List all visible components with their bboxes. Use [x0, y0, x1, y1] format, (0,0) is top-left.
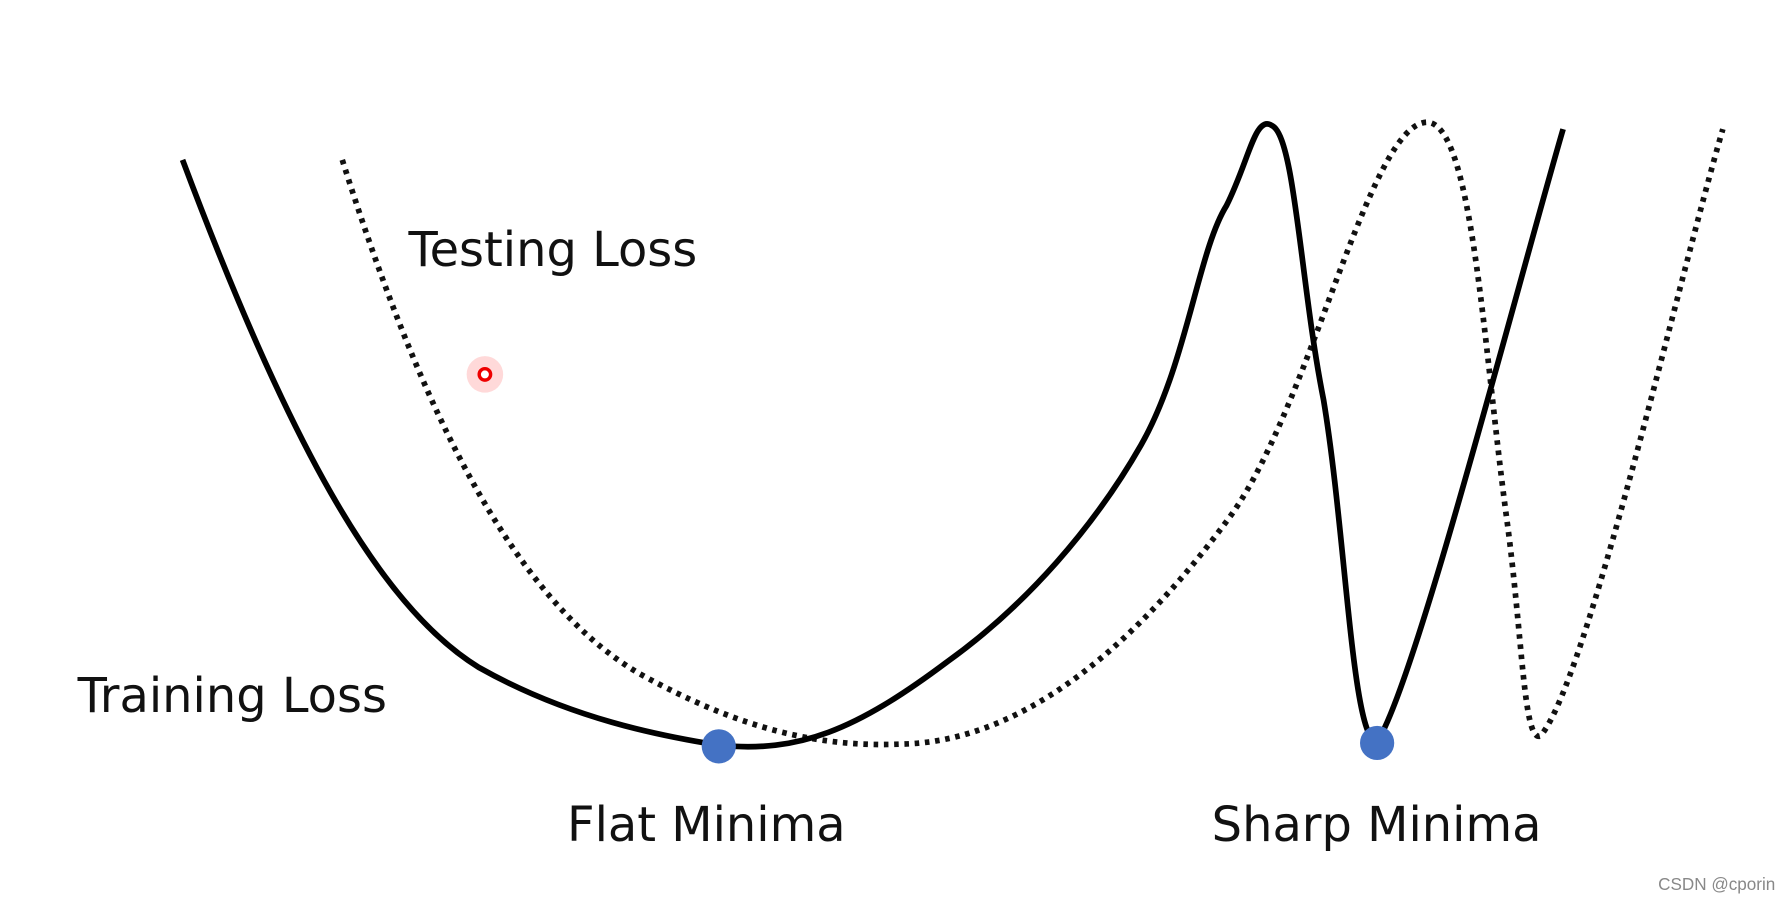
flat-minimum-dot [701, 729, 736, 764]
testing-loss-label: Testing Loss [407, 223, 697, 278]
sharp-minima-label: Sharp Minima [1212, 798, 1542, 853]
watermark: CSDN @cporin [1658, 875, 1775, 894]
sharp-minimum-dot [1360, 725, 1395, 761]
training-loss-label: Training Loss [77, 669, 387, 724]
cursor [477, 366, 493, 382]
flat-minima-label: Flat Minima [567, 798, 846, 853]
